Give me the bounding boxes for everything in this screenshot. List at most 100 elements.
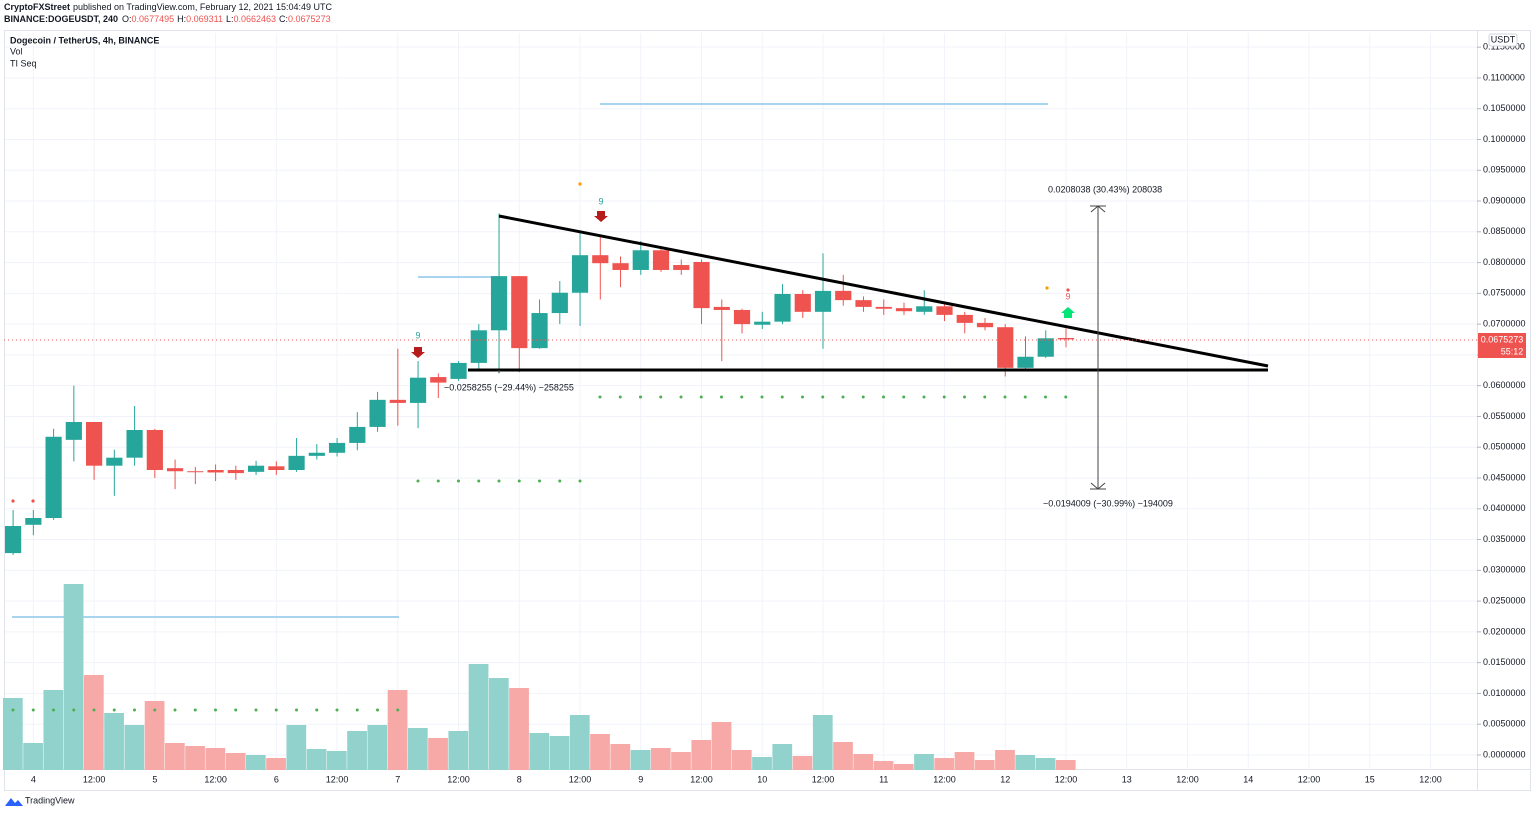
support-dot [274,708,278,712]
y-tick-label: 0.0600000 [1483,380,1526,390]
seq-label: 9 [1065,291,1070,301]
y-tick-label: 0.0950000 [1483,165,1526,175]
y-tick-label: 0.0300000 [1483,565,1526,575]
candle-body [956,314,973,323]
symbol: BINANCE:DOGEUSDT, 240 [4,14,118,24]
y-tick-label: 0.0850000 [1483,226,1526,236]
volume-bar [225,753,246,770]
candle-body [652,250,670,270]
countdown-tag [1478,346,1526,358]
candles [5,213,1075,555]
support-dot [1064,395,1068,399]
support-dot [517,479,521,483]
candle-body [1057,337,1075,340]
brand: TradingView [5,795,75,806]
volume-bar [488,678,509,770]
candle-body [612,263,629,270]
x-tick-label: 12:00 [1055,774,1078,784]
candle-body [430,377,447,383]
candle-body [976,322,994,328]
ohlc-value: 0.0675273 [288,14,331,24]
candle-body [1017,356,1034,368]
volume-bar [812,715,833,770]
price-tag-label: 0.0675273 [1481,334,1524,344]
candle-body [470,330,487,363]
x-tick-label: 12:00 [1298,774,1321,784]
candle-body [673,265,690,270]
volume-bar [428,738,448,770]
published: published on TradingView.com, February 1… [73,2,332,12]
currency-box [1488,33,1518,47]
candle-body [774,293,791,322]
support-dot [679,395,683,399]
measure-label: −0.0258255 (−29.44%) −258255 [444,382,574,392]
support-dot [396,708,400,712]
candle-body [409,377,427,403]
support-dot [639,395,642,399]
candle-body [288,455,305,471]
support-dot [376,708,379,712]
volume-bar [367,725,388,770]
support-dot [760,395,764,399]
support-dot [598,395,602,399]
support-dot [112,708,116,712]
volume-bar [286,725,307,770]
volume-bar [1055,760,1076,770]
x-tick-label: 10 [757,774,767,784]
candle-body [916,306,933,312]
volume-bar [650,748,671,770]
candle-body [571,255,589,293]
candle-body [369,399,386,427]
volume-bar [2,698,23,770]
volume-bar [407,728,428,770]
ohlc-line: BINANCE:DOGEUSDT, 240 O:0.0677495 H:0.0693… [4,14,331,24]
frame [4,30,1531,791]
candle-body [895,308,913,312]
support-dot [841,395,845,399]
y-tick-label: 0.0050000 [1483,719,1526,729]
candle-body [308,452,325,456]
support-dot [497,479,501,483]
price-tag [1478,333,1526,346]
candle-body [511,276,528,349]
ohlc-value: 0.069311 [186,14,223,24]
candle-body [733,309,751,325]
currency: USDT [1491,34,1516,44]
support-dot [780,395,784,399]
support-dot [315,708,319,712]
support-dot [436,479,440,483]
buy-arrow [1061,307,1075,318]
support-dot [861,395,865,399]
support-dot [153,708,157,712]
y-tick-label: 0.1000000 [1483,134,1526,144]
volume-bar [995,750,1015,770]
volume-bar [610,744,631,770]
volume-bar [569,715,590,770]
support-dot [902,395,906,399]
volume-pane [2,584,1076,770]
x-tick-label: 12:00 [204,774,227,784]
descending-trendline [498,214,1269,368]
candle-body [632,250,649,270]
support-dots [11,395,1068,712]
volume-bar [326,751,347,770]
candle-body [45,436,62,519]
x-tick-label: 12:00 [447,774,470,784]
support-dot [618,395,622,399]
support-dot [983,395,987,399]
volume-bar [731,750,752,770]
support-dot [659,395,663,399]
y-tick-label: 0.1050000 [1483,103,1526,113]
support-dot [1044,395,1047,399]
seq-dot [31,499,35,503]
candle-body [855,300,872,307]
volume-bar [529,733,550,770]
support-dot [254,708,258,712]
volume-bar [671,752,691,770]
support-dot [1023,395,1027,399]
seq-label: 9 [415,330,420,340]
candle-body [207,470,224,473]
volume-bar [792,756,813,770]
volume-bar [893,764,914,770]
